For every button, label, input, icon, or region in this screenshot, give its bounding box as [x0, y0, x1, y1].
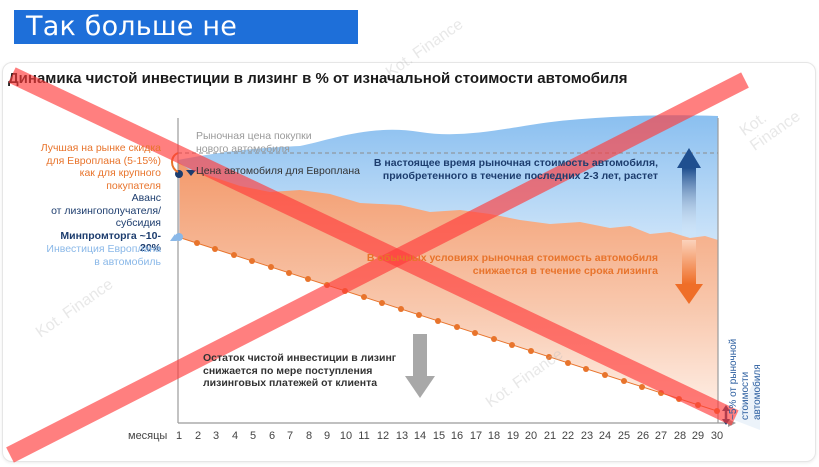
x-tick: 10 — [339, 430, 353, 442]
europlan-price-label: Цена автомобиля для Европлана — [196, 165, 360, 177]
x-tick: 1 — [175, 430, 183, 442]
up-arrow-shaft — [682, 168, 696, 238]
x-tick: 29 — [691, 430, 705, 442]
x-tick: 8 — [305, 430, 313, 442]
x-tick: 11 — [358, 430, 370, 442]
x-tick: 19 — [506, 430, 520, 442]
x-tick: 28 — [673, 430, 687, 442]
x-tick: 27 — [654, 430, 668, 442]
advance-line3: субсидия — [115, 217, 161, 229]
x-tick: 24 — [598, 430, 612, 442]
x-tick: 3 — [212, 430, 220, 442]
investment-pointer-icon — [170, 234, 177, 241]
discount-line1: Лучшая на рынке скидка — [40, 142, 161, 154]
discount-line4: покупателя — [106, 179, 161, 192]
investment-label: Инвестиция Европлана в автомобиль — [20, 243, 161, 268]
falling-annotation: В обычных условиях рыночная стоимость ав… — [360, 252, 658, 277]
advance-line5: 20% — [139, 242, 161, 254]
rising-line1: В настоящее время рыночная стоимость авт… — [373, 157, 658, 169]
advance-line1: Аванс — [131, 192, 161, 204]
residual-annotation: ~5% от рыночной стоимости автомобиля — [728, 290, 764, 420]
x-tick: 21 — [543, 430, 557, 442]
rising-line2: приобретенного в течение последних 2-3 л… — [382, 169, 658, 182]
residual-callout — [734, 370, 760, 430]
discount-line2: для Европлана (5-15%) — [46, 154, 161, 167]
x-tick: 6 — [268, 430, 276, 442]
invest-line1: Инвестиция Европлана — [46, 243, 161, 255]
x-tick: 9 — [323, 430, 331, 442]
chart-title: Динамика чистой инвестиции в лизинг в % … — [8, 70, 628, 87]
x-tick: 18 — [487, 430, 501, 442]
x-tick: 16 — [450, 430, 464, 442]
cross-out-line-1 — [8, 67, 739, 426]
remaining-line2: снижается по мере поступления — [203, 364, 373, 377]
x-tick: 13 — [395, 430, 409, 442]
market-price-label-line2: нового автомобиля — [196, 142, 290, 155]
remaining-annotation: Остаток чистой инвестиции в лизинг снижа… — [203, 352, 396, 390]
x-tick: 5 — [249, 430, 257, 442]
rising-annotation: В настоящее время рыночная стоимость авт… — [340, 157, 658, 182]
down-arrow-shaft — [682, 240, 696, 284]
residual-line1: ~5% от рыночной стоимости — [728, 338, 751, 420]
up-arrow-icon — [677, 148, 701, 168]
falling-line2: снижается в течение срока лизинга — [472, 264, 658, 277]
x-tick: 17 — [469, 430, 483, 442]
x-tick: 15 — [432, 430, 446, 442]
x-tick: 23 — [580, 430, 594, 442]
market-price-label-line1: Рыночная цена покупки — [196, 130, 312, 142]
x-tick: 30 — [710, 430, 724, 442]
remaining-line3: лизинговых платежей от клиента — [203, 377, 378, 389]
x-tick: 7 — [286, 430, 294, 442]
residual-line2: автомобиля — [752, 364, 763, 420]
investment-marker — [175, 233, 183, 241]
best-discount-label: Лучшая на рынке скидка для Европлана (5-… — [20, 142, 161, 192]
x-tick: 2 — [194, 430, 202, 442]
europlan-price-pointer-icon — [186, 170, 196, 176]
remaining-line1: Остаток чистой инвестиции в лизинг — [203, 352, 397, 364]
x-tick: 14 — [413, 430, 427, 442]
residual-investment-line — [177, 236, 718, 412]
residual-white-area — [178, 237, 718, 423]
x-tick: 20 — [524, 430, 538, 442]
invest-line2: в автомобиль — [94, 255, 161, 268]
x-tick: 26 — [636, 430, 650, 442]
cross-out-line-2 — [6, 72, 749, 463]
discount-line3: как для крупного — [79, 167, 161, 179]
advance-line2: от лизингополучателя/ — [51, 204, 161, 217]
x-tick: 25 — [617, 430, 631, 442]
gray-arrow-shaft — [413, 334, 427, 376]
x-tick: 22 — [561, 430, 575, 442]
advance-line4: Минпромторга ~10- — [60, 229, 161, 242]
market-price-label: Рыночная цена покупки нового автомобиля — [196, 130, 312, 155]
falling-line1: В обычных условиях рыночная стоимость ав… — [366, 252, 658, 264]
x-tick: 12 — [376, 430, 390, 442]
x-tick: 4 — [231, 430, 239, 442]
slide-banner-title: Так больше не работает — [14, 10, 358, 76]
x-axis-label: месяцы — [128, 430, 168, 442]
down-arrow-icon — [675, 284, 703, 304]
advance-label: Аванс от лизингополучателя/ субсидия Мин… — [20, 192, 161, 255]
gray-down-arrow-icon — [405, 376, 435, 398]
